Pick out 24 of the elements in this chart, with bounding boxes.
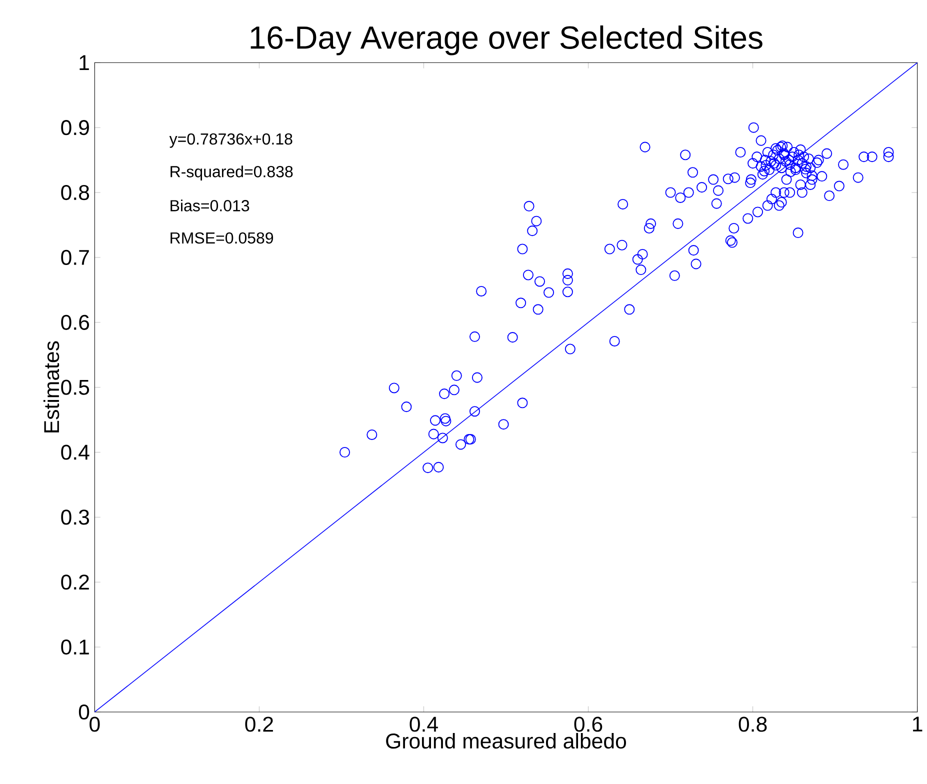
x-tick-label: 0.6 bbox=[574, 716, 602, 732]
annotation: RMSE=0.0589 bbox=[170, 232, 274, 244]
y-tick-label: 0.6 bbox=[61, 314, 90, 330]
annotation: Bias=0.013 bbox=[170, 200, 250, 212]
y-axis-title: Estimates bbox=[43, 341, 60, 432]
y-tick-label: 0.3 bbox=[61, 510, 90, 525]
y-tick-label: 0 bbox=[78, 704, 90, 720]
y-tick-label: 1 bbox=[80, 55, 89, 70]
y-tick-label: 0.7 bbox=[61, 250, 89, 266]
x-tick-label: 0 bbox=[90, 716, 100, 732]
x-tick-label: 0.2 bbox=[245, 716, 273, 732]
x-tick-label: 0.4 bbox=[410, 716, 438, 732]
x-tick-label: 1 bbox=[913, 716, 922, 732]
y-tick-label: 0.8 bbox=[61, 184, 90, 200]
chart-title: 16-Day Average over Selected Sites bbox=[250, 25, 762, 56]
annotation: R-squared=0.838 bbox=[170, 166, 293, 180]
x-axis-title: Ground measured albedo bbox=[386, 732, 626, 749]
y-tick-label: 0.9 bbox=[61, 120, 89, 136]
y-tick-label: 0.4 bbox=[61, 444, 90, 460]
y-tick-label: 0.2 bbox=[61, 574, 89, 590]
x-tick-label: 0.8 bbox=[738, 716, 767, 732]
annotation: y=0.78736x+0.18 bbox=[169, 133, 292, 148]
y-tick-label: 0.5 bbox=[61, 380, 90, 395]
y-tick-label: 0.1 bbox=[61, 640, 89, 655]
